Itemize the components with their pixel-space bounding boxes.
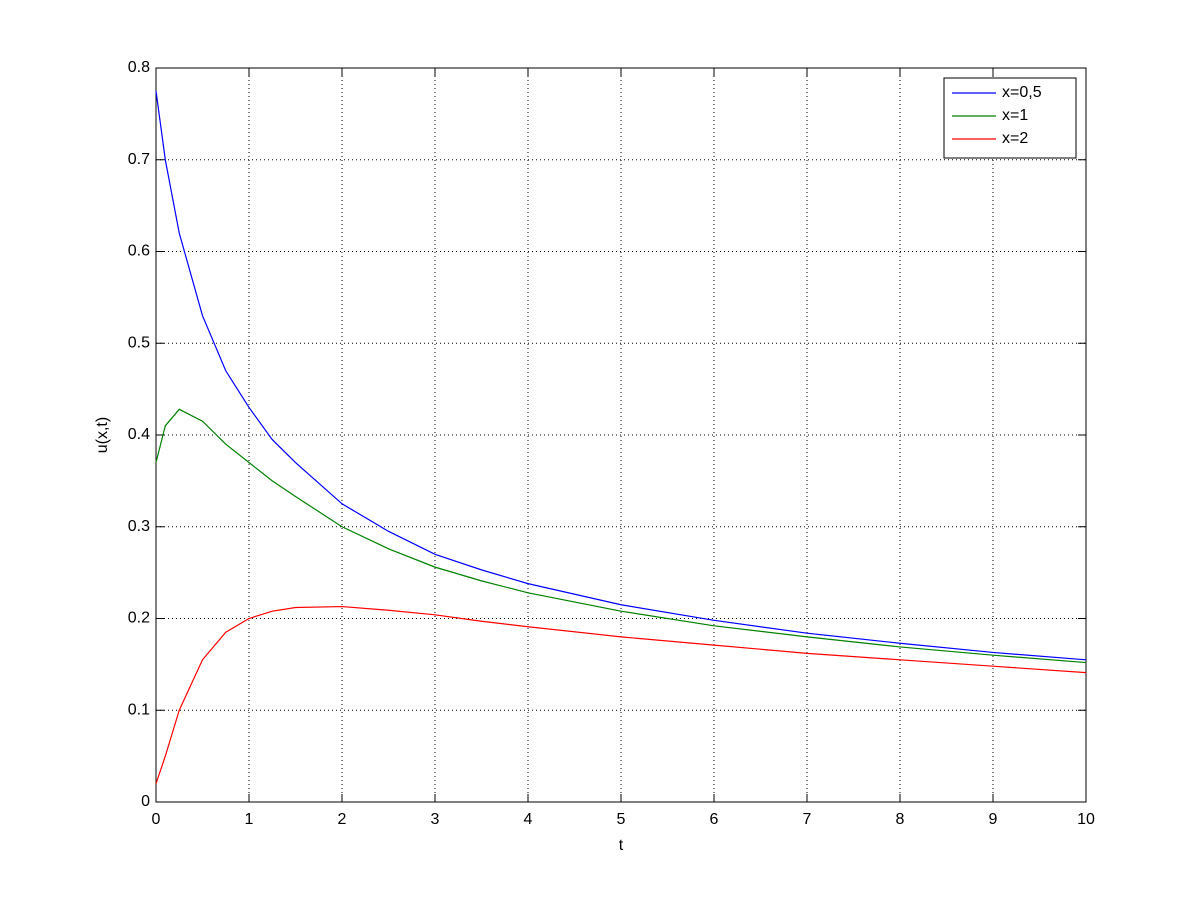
- y-tick-label: 0.1: [128, 701, 150, 718]
- y-tick-label: 0.4: [128, 426, 150, 443]
- line: [155, 408, 1087, 664]
- legend-box: [943, 77, 1077, 159]
- y-tick-label: 0.8: [128, 59, 150, 76]
- legend-label: x=1: [1002, 107, 1028, 124]
- line: [155, 90, 1087, 661]
- x-tick-label: 3: [431, 811, 440, 828]
- y-tick-label: 0.3: [128, 518, 150, 535]
- y-tick-label: 0: [141, 793, 150, 810]
- x-tick-label: 6: [710, 811, 719, 828]
- y-axis-label: u(x,t): [94, 417, 111, 453]
- x-tick-label: 1: [245, 811, 254, 828]
- y-tick-label: 0.5: [128, 334, 150, 351]
- legend-label: x=2: [1002, 130, 1028, 147]
- x-tick-label: 0: [152, 811, 161, 828]
- y-tick-label: 0.7: [128, 151, 150, 168]
- x-tick-label: 5: [617, 811, 626, 828]
- legend-label: x=0,5: [1002, 84, 1042, 101]
- x-tick-label: 10: [1077, 811, 1095, 828]
- x-tick-label: 7: [803, 811, 812, 828]
- line: [155, 605, 1087, 784]
- y-tick-label: 0.6: [128, 243, 150, 260]
- plot-frame: [155, 67, 1087, 803]
- y-tick-label: 0.2: [128, 610, 150, 627]
- x-tick-label: 8: [896, 811, 905, 828]
- x-tick-label: 9: [989, 811, 998, 828]
- x-axis-label: t: [619, 837, 624, 854]
- x-tick-label: 2: [338, 811, 347, 828]
- x-tick-label: 4: [524, 811, 533, 828]
